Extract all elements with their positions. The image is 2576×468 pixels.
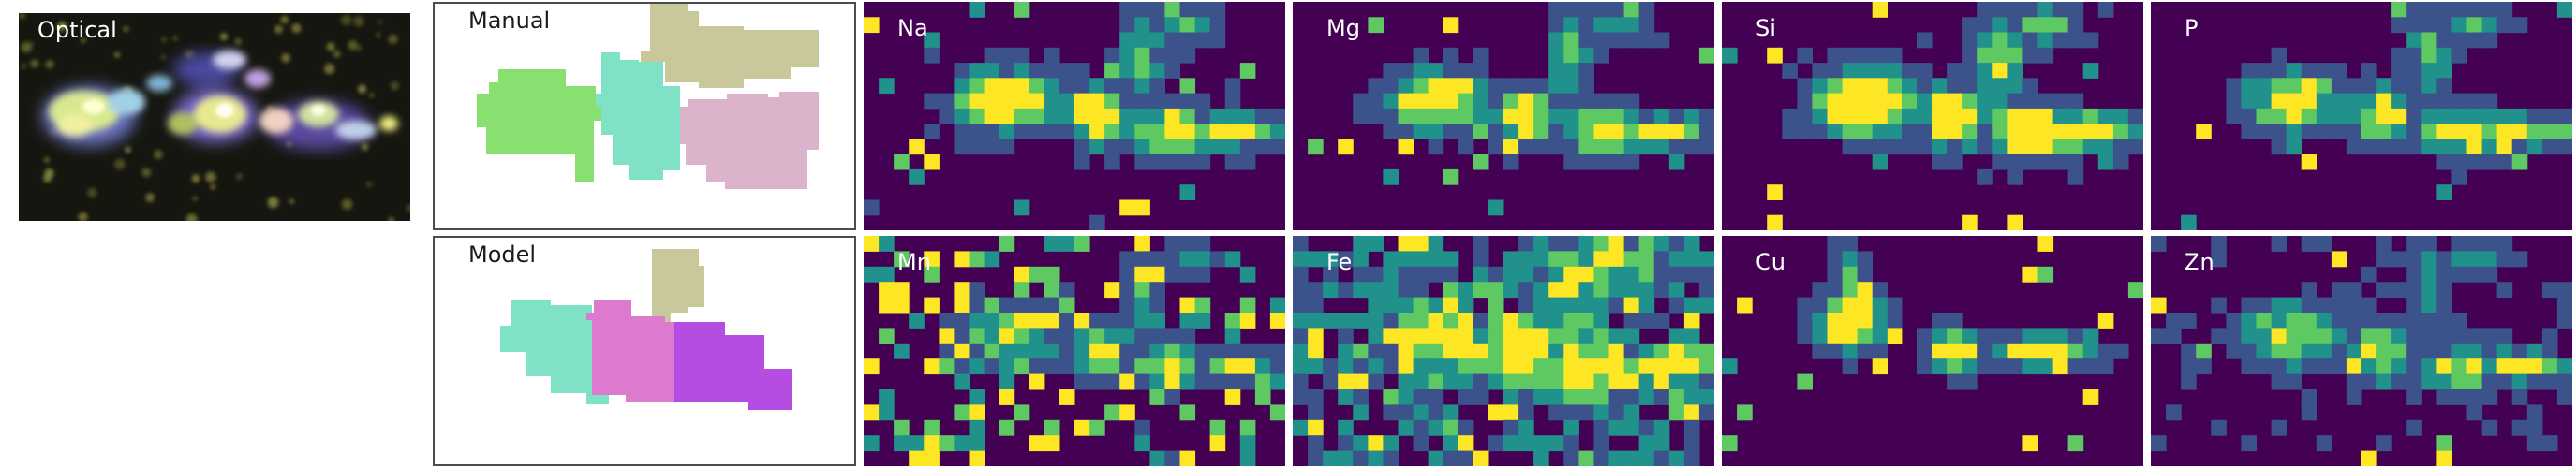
element-map-mn: Mn bbox=[864, 236, 1285, 466]
manual-region-1 bbox=[477, 69, 603, 182]
manual-region-map bbox=[477, 4, 819, 189]
model-label: Model bbox=[468, 241, 537, 268]
optical-particle-image bbox=[19, 13, 410, 221]
element-map-fe: Fe bbox=[1293, 236, 1714, 466]
element-label-si: Si bbox=[1755, 15, 1776, 41]
optical-image: Optical bbox=[19, 13, 410, 221]
element-label-fe: Fe bbox=[1326, 249, 1353, 275]
model-region-map bbox=[500, 249, 792, 410]
element-map-mg: Mg bbox=[1293, 2, 1714, 230]
element-label-zn: Zn bbox=[2184, 249, 2214, 275]
model-region-4 bbox=[652, 249, 704, 322]
manual-label: Manual bbox=[468, 7, 551, 34]
model-region-1 bbox=[500, 300, 609, 404]
model-region-2 bbox=[586, 300, 674, 402]
manual-region-2 bbox=[596, 52, 680, 180]
element-label-p: P bbox=[2184, 15, 2198, 41]
element-map-cu: Cu bbox=[1722, 236, 2143, 466]
model-region-3 bbox=[674, 322, 792, 410]
element-map-si: Si bbox=[1722, 2, 2143, 230]
element-map-zn: Zn bbox=[2151, 236, 2572, 466]
optical-label: Optical bbox=[37, 17, 117, 43]
element-label-cu: Cu bbox=[1755, 249, 1785, 275]
element-label-mg: Mg bbox=[1326, 15, 1360, 41]
manual-region-4 bbox=[680, 92, 819, 189]
element-label-mn: Mn bbox=[897, 249, 931, 275]
model-segmentation-panel: Model bbox=[433, 236, 856, 466]
element-map-p: P bbox=[2151, 2, 2572, 230]
element-map-na: Na bbox=[864, 2, 1285, 230]
manual-region-3 bbox=[641, 4, 819, 88]
element-label-na: Na bbox=[897, 15, 928, 41]
manual-segmentation-panel: Manual bbox=[433, 2, 856, 230]
